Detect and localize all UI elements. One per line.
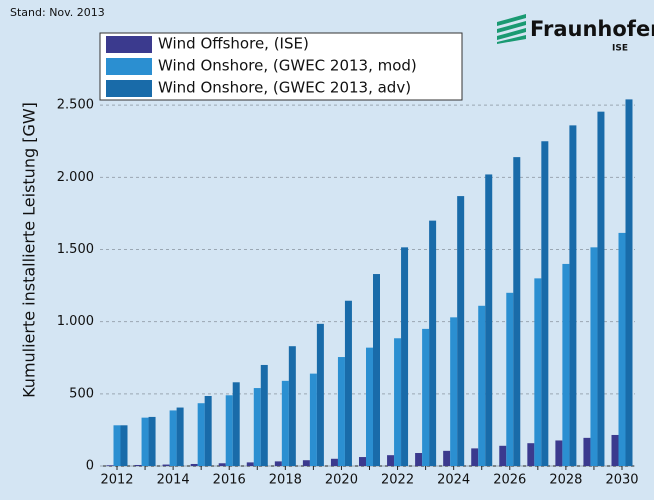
y-tick-label: 2.000 <box>57 170 94 185</box>
legend-swatch <box>106 80 152 97</box>
y-axis-label: Kumulierte installierte Leistung [GW] <box>20 102 39 398</box>
bar <box>204 395 212 466</box>
bar <box>569 125 577 466</box>
bar <box>218 463 226 466</box>
bar <box>429 220 437 466</box>
x-tick-label: 2028 <box>549 473 582 488</box>
bar <box>555 440 563 466</box>
bar <box>562 263 570 466</box>
stand-note: Stand: Nov. 2013 <box>10 6 105 19</box>
bar <box>534 278 542 466</box>
legend-box <box>99 32 463 101</box>
bar <box>527 443 535 466</box>
x-tick-label: 2022 <box>381 473 414 488</box>
bar <box>541 141 549 466</box>
legend-swatch <box>106 58 152 75</box>
bar <box>113 425 121 466</box>
bar <box>499 445 507 466</box>
bar <box>401 247 409 466</box>
bar <box>190 463 198 466</box>
bar <box>443 450 451 466</box>
y-tick-label: 0 <box>86 459 94 474</box>
bar <box>169 410 177 466</box>
bar <box>583 437 591 466</box>
x-tick-label: 2016 <box>213 473 246 488</box>
y-tick-label: 2.500 <box>57 98 94 113</box>
bar <box>288 346 296 466</box>
bar <box>471 448 479 466</box>
bar <box>134 464 142 466</box>
bar <box>309 373 317 466</box>
legend-label: Wind Offshore, (ISE) <box>158 35 309 53</box>
bar <box>316 323 324 466</box>
bar <box>450 317 458 466</box>
bar <box>485 174 493 467</box>
bar <box>597 111 605 466</box>
bar <box>394 338 402 466</box>
legend-label: Wind Onshore, (GWEC 2013, adv) <box>158 79 411 97</box>
bar <box>274 461 282 466</box>
x-tick-label: 2030 <box>605 473 638 488</box>
bar <box>366 347 373 466</box>
institute: ISE <box>612 44 628 54</box>
bar <box>330 458 338 466</box>
y-tick-label: 500 <box>69 386 94 401</box>
legend-swatch <box>106 36 152 53</box>
x-tick-label: 2026 <box>493 473 526 488</box>
x-tick-label: 2020 <box>325 473 358 488</box>
y-tick-label: 1.000 <box>57 314 94 329</box>
bar <box>611 434 619 466</box>
bar <box>625 99 633 466</box>
bar <box>141 417 149 466</box>
logo <box>497 14 526 44</box>
x-tick-label: 2012 <box>100 473 133 488</box>
bar <box>478 305 486 466</box>
x-tick-label: 2024 <box>437 473 470 488</box>
brand: Fraunhofer <box>530 17 654 41</box>
bar <box>422 328 430 466</box>
bar <box>246 462 254 466</box>
bar <box>590 247 598 466</box>
bar <box>106 465 114 466</box>
bar <box>513 157 521 467</box>
bar <box>387 455 395 466</box>
bar <box>120 425 128 466</box>
bar <box>176 407 184 466</box>
bar <box>232 382 240 466</box>
bar <box>344 300 352 466</box>
bar <box>618 232 626 466</box>
bar <box>148 416 156 466</box>
bar <box>253 388 261 466</box>
bar <box>197 403 205 466</box>
bar <box>302 460 310 466</box>
x-tick-label: 2014 <box>157 473 190 488</box>
bar <box>281 380 289 466</box>
bar <box>506 292 514 466</box>
x-tick-label: 2018 <box>269 473 302 488</box>
bar <box>260 364 268 466</box>
bar <box>373 274 380 466</box>
y-tick-label: 1.500 <box>57 242 94 257</box>
bar <box>457 196 465 466</box>
bar <box>415 453 423 466</box>
bar <box>359 457 366 466</box>
bar <box>162 464 170 466</box>
legend-label: Wind Onshore, (GWEC 2013, mod) <box>158 57 417 75</box>
bar <box>225 395 233 466</box>
bar <box>337 357 345 466</box>
